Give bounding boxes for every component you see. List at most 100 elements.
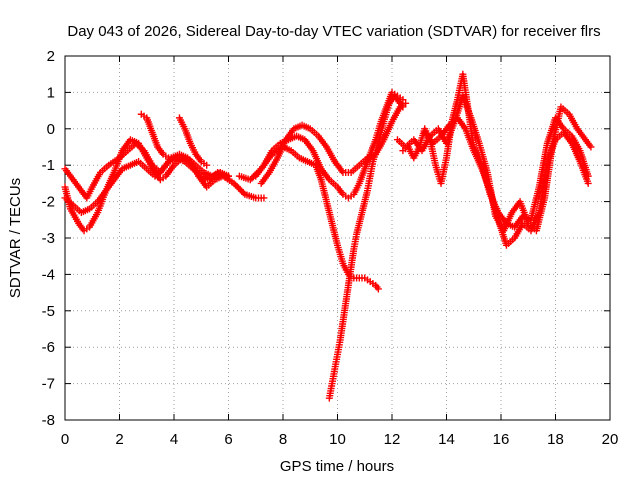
data-point — [170, 154, 178, 162]
data-markers — [389, 105, 403, 123]
y-tick-label: -3 — [42, 230, 55, 247]
y-tick-label: -2 — [42, 194, 55, 211]
data-markers — [501, 211, 515, 233]
data-markers — [99, 163, 111, 175]
data-markers — [302, 138, 316, 153]
data-markers — [428, 127, 440, 138]
data-markers — [517, 200, 531, 225]
data-markers — [392, 94, 403, 105]
series-arc-5 — [175, 114, 211, 169]
data-markers — [554, 130, 566, 142]
data-markers — [349, 163, 361, 175]
data-markers — [193, 152, 204, 164]
data-markers — [289, 149, 301, 160]
data-markers — [255, 194, 265, 202]
data-markers — [213, 173, 225, 183]
data-markers — [324, 145, 338, 163]
data-markers — [120, 162, 132, 172]
data-markers — [562, 127, 574, 138]
data-markers — [210, 169, 222, 179]
data-point — [402, 99, 410, 107]
y-axis-label: SDTVAR / TECUs — [7, 178, 24, 298]
data-markers — [144, 156, 158, 174]
y-tick-label: -1 — [42, 157, 55, 174]
data-markers — [202, 169, 214, 179]
data-markers — [177, 116, 188, 131]
data-markers — [205, 178, 217, 189]
data-markers — [84, 185, 95, 200]
data-markers — [308, 127, 320, 138]
x-tick-label: 16 — [493, 431, 510, 448]
data-point — [225, 172, 232, 180]
data-markers — [462, 127, 477, 152]
data-markers — [103, 178, 117, 193]
data-markers — [404, 138, 416, 149]
x-tick-label: 14 — [438, 431, 455, 448]
data-markers — [95, 189, 108, 204]
data-markers — [275, 138, 289, 160]
data-markers — [536, 160, 551, 214]
data-markers — [182, 127, 194, 145]
data-markers — [569, 134, 583, 153]
data-point — [584, 179, 592, 187]
data-markers — [186, 156, 198, 167]
data-markers — [357, 156, 369, 167]
x-tick-label: 12 — [384, 431, 401, 448]
x-tick-label: 10 — [329, 431, 346, 448]
data-markers — [536, 142, 551, 189]
data-markers — [319, 167, 332, 182]
data-markers — [183, 159, 195, 171]
data-point — [246, 176, 254, 184]
x-tick-label: 18 — [547, 431, 564, 448]
data-markers — [583, 138, 594, 149]
data-markers — [431, 134, 443, 145]
y-tick-label: -7 — [42, 376, 55, 393]
data-markers — [63, 196, 75, 207]
data-markers — [351, 182, 362, 196]
data-markers — [287, 133, 299, 143]
data-point — [374, 285, 382, 293]
data-markers — [89, 171, 103, 189]
data-markers — [126, 141, 138, 153]
data-point — [587, 143, 595, 151]
data-markers — [283, 127, 296, 142]
data-markers — [76, 221, 87, 233]
x-axis-label: GPS time / hours — [280, 458, 394, 475]
data-markers — [505, 236, 517, 247]
data-markers — [295, 133, 307, 143]
data-markers — [496, 210, 509, 226]
data-markers — [111, 149, 125, 174]
data-markers — [128, 159, 140, 168]
data-markers — [221, 174, 236, 186]
data-markers — [471, 149, 485, 171]
data-markers — [373, 138, 387, 156]
data-markers — [71, 203, 83, 215]
data-markers — [145, 167, 157, 178]
y-tick-label: 0 — [47, 121, 55, 138]
data-markers — [342, 169, 352, 176]
data-markers — [521, 221, 533, 233]
data-markers — [366, 151, 378, 161]
data-markers — [487, 189, 502, 222]
x-tick-label: 6 — [224, 431, 232, 448]
data-markers — [161, 156, 174, 171]
y-tick-label: 2 — [47, 48, 55, 65]
data-markers — [270, 141, 282, 153]
data-markers — [259, 170, 272, 186]
data-markers — [297, 155, 309, 165]
data-markers — [163, 163, 177, 178]
data-markers — [87, 211, 100, 229]
data-markers — [316, 134, 329, 149]
data-point — [203, 161, 211, 169]
data-markers — [306, 159, 318, 168]
data-markers — [575, 127, 588, 142]
data-point — [260, 194, 268, 202]
data-markers — [144, 116, 155, 134]
data-markers — [356, 167, 368, 185]
data-point — [230, 179, 238, 187]
data-markers — [528, 185, 543, 222]
data-markers — [261, 149, 275, 167]
data-markers — [438, 156, 450, 185]
